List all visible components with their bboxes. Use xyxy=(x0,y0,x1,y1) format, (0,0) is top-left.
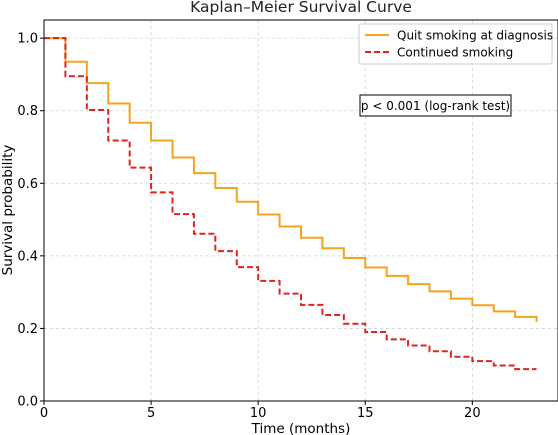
legend-box xyxy=(358,23,553,65)
y-tick-label: 0.2 xyxy=(17,322,38,337)
series-layer xyxy=(44,37,538,371)
p-value-annotation: p < 0.001 (log-rank test) xyxy=(359,94,512,117)
x-tick-label: 5 xyxy=(147,406,155,421)
grid xyxy=(43,20,558,402)
chart-title: Kaplan–Meier Survival Curve xyxy=(190,0,412,16)
x-tick-label: 15 xyxy=(357,406,374,421)
x-axis-label: Time (months) xyxy=(251,421,351,435)
x-axis-ticks: 0 5 10 15 20 xyxy=(40,401,481,421)
series-line-quit-smoking xyxy=(44,37,538,322)
legend: Quit smoking at diagnosis Continued smok… xyxy=(358,23,553,65)
legend-label-quit: Quit smoking at diagnosis xyxy=(397,29,553,43)
x-tick-label: 0 xyxy=(40,406,48,421)
y-tick-label: 0.8 xyxy=(17,104,38,119)
y-tick-label: 1.0 xyxy=(17,32,38,47)
plot-area-frame xyxy=(43,19,558,402)
y-tick-label: 0.6 xyxy=(17,177,38,192)
y-axis-label: Survival probability xyxy=(0,145,16,276)
series-line-continued-smoking xyxy=(44,37,537,371)
y-tick-label: 0.0 xyxy=(17,395,38,410)
annotation-box xyxy=(359,94,512,117)
y-axis-ticks: 0.0 0.2 0.4 0.6 0.8 1.0 xyxy=(17,32,44,410)
y-tick-label: 0.4 xyxy=(17,249,38,264)
x-tick-label: 20 xyxy=(464,406,481,421)
annotation-text: p < 0.001 (log-rank test) xyxy=(361,99,510,113)
legend-label-continued: Continued smoking xyxy=(397,46,513,60)
x-tick-label: 10 xyxy=(250,406,267,421)
